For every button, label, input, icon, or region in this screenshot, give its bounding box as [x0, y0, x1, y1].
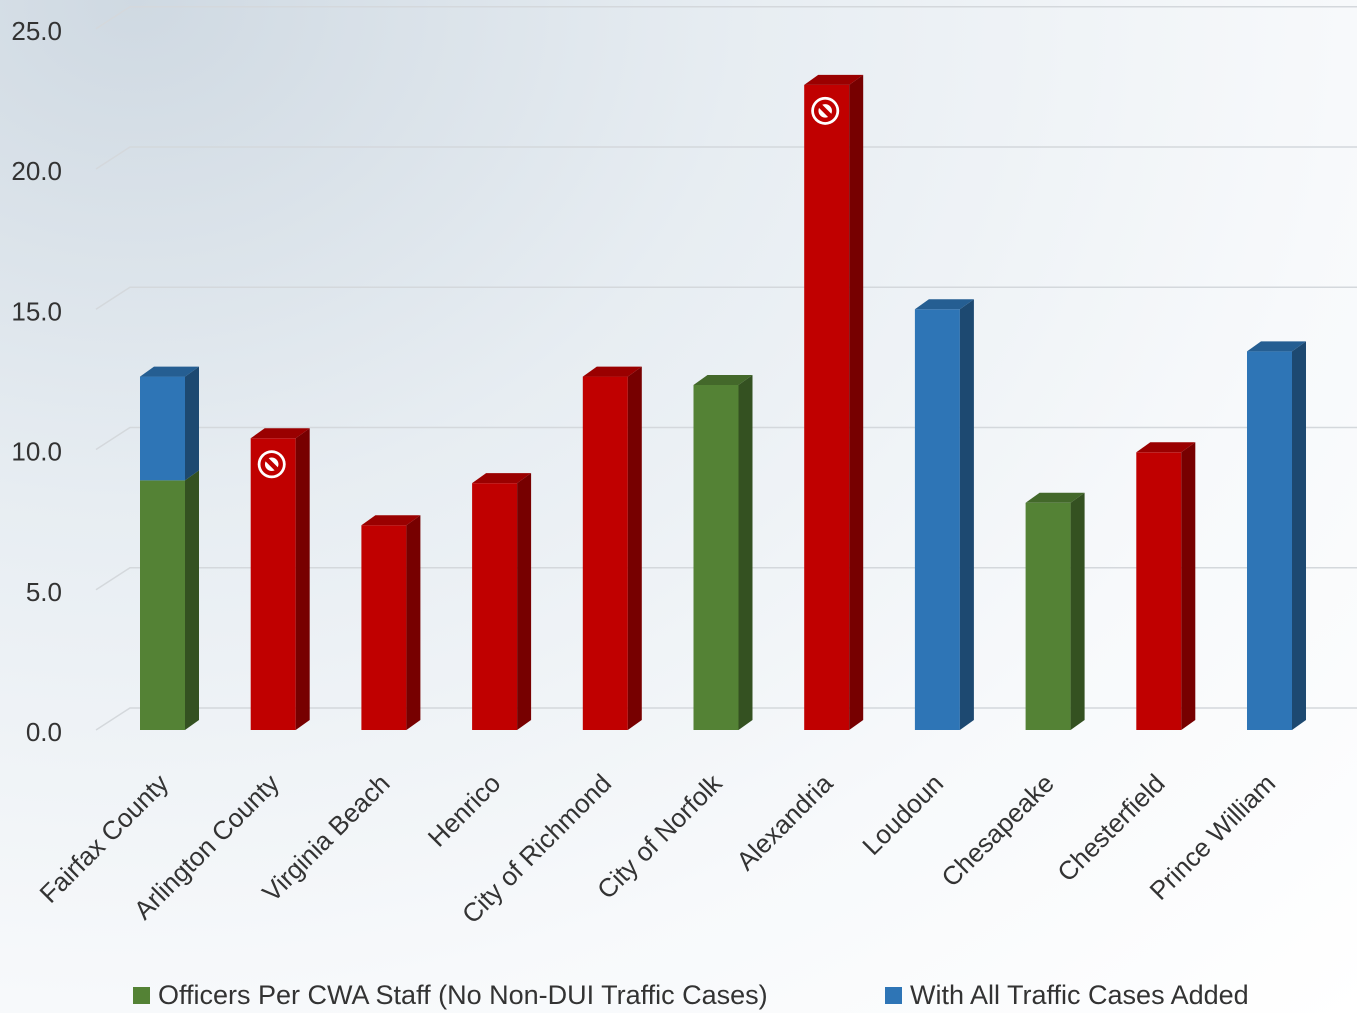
bar-side [849, 74, 864, 731]
legend-item-officers: Officers Per CWA Staff (No Non-DUI Traff… [133, 980, 768, 1011]
bar-side [185, 470, 199, 730]
bar-segment [582, 366, 642, 730]
y-tick-label: 15.0 [11, 296, 62, 326]
bar-top [804, 74, 864, 85]
y-tick-label: 25.0 [11, 16, 62, 46]
x-tick-label: Alexandria [730, 768, 838, 876]
markers [257, 96, 840, 479]
prohibited-icon [811, 96, 840, 125]
bar-segment [693, 374, 753, 730]
bar-front [1247, 351, 1292, 730]
bar-segment [1247, 341, 1306, 730]
bars [140, 74, 1306, 731]
bar-front [582, 376, 628, 730]
legend-item-traffic: With All Traffic Cases Added [885, 980, 1249, 1011]
bar-side [295, 428, 310, 730]
bar-top [914, 299, 974, 310]
bar-side [627, 366, 642, 730]
bar-segment [804, 74, 864, 731]
x-tick-label: Henrico [422, 768, 507, 853]
bar-side [185, 366, 199, 481]
bar-top [1025, 492, 1085, 503]
bar-top [250, 428, 310, 439]
legend-swatch-blue [885, 987, 902, 1004]
prohibited-icon-slash [817, 103, 833, 119]
y-tick-label: 10.0 [11, 437, 62, 467]
bar-front [140, 376, 185, 481]
bar-segment [1136, 442, 1196, 730]
bar-side [738, 374, 753, 730]
bar-front [693, 384, 739, 730]
bar-segment [140, 366, 199, 481]
bar-chart: 0.0 5.0 10.0 15.0 20.0 25.0 Fairfax CountyArl… [11, 6, 1357, 929]
bar-side [1070, 492, 1085, 730]
bar-side [959, 299, 974, 730]
y-tick-label: 5.0 [26, 577, 62, 607]
gridline [95, 6, 1357, 30]
y-tick-label: 20.0 [11, 156, 62, 186]
legend-label-officers: Officers Per CWA Staff (No Non-DUI Traff… [158, 980, 768, 1010]
bar-segment [1025, 492, 1085, 730]
bar-top [1136, 442, 1196, 453]
y-axis: 0.0 5.0 10.0 15.0 20.0 25.0 [11, 16, 62, 747]
bar-front [1136, 452, 1182, 730]
prohibited-icon-slash [264, 456, 280, 472]
bar-top [693, 374, 753, 385]
bar-top [140, 366, 199, 377]
bar-side [517, 473, 532, 730]
bar-side [406, 515, 421, 730]
bar-segment [914, 299, 974, 730]
y-tick-label: 0.0 [26, 717, 62, 747]
bar-segment [472, 473, 532, 730]
x-tick-label: Loudoun [856, 768, 949, 861]
legend-label-traffic: With All Traffic Cases Added [910, 980, 1249, 1010]
bar-front [361, 525, 407, 730]
prohibited-icon-ring [813, 99, 837, 123]
bar-top [361, 515, 421, 526]
prohibited-icon-ring [260, 453, 283, 476]
bar-top [472, 473, 532, 484]
legend-swatch-green [133, 987, 150, 1004]
bar-front [804, 84, 850, 731]
gridline [95, 286, 1357, 310]
gridline [95, 146, 1357, 170]
bar-front [250, 438, 296, 730]
prohibited-icon [257, 450, 286, 479]
bar-front [1025, 502, 1071, 730]
bar-front [914, 309, 960, 730]
bar-side [1292, 341, 1306, 730]
x-tick-label: Chesapeake [935, 768, 1059, 892]
bar-segment [140, 470, 199, 730]
bar-top [1247, 341, 1306, 352]
bar-segment [361, 515, 421, 730]
bar-front [472, 483, 518, 730]
bar-side [1181, 442, 1196, 730]
bar-front [140, 480, 185, 730]
legend: Officers Per CWA Staff (No Non-DUI Traff… [0, 980, 1357, 1013]
bar-top [582, 366, 642, 377]
bar-segment [250, 428, 310, 730]
x-tick-label: Chesterfield [1051, 768, 1170, 887]
